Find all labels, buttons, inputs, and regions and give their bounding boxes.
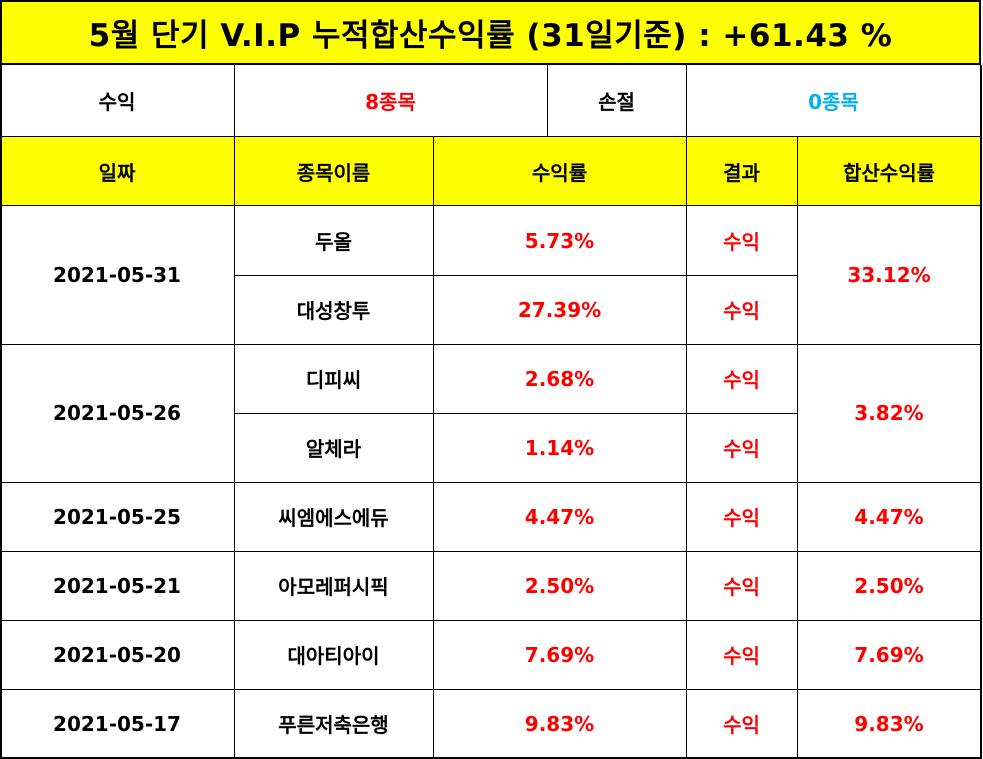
border-left [0,65,2,759]
row-total-return: 2.50% [854,573,924,598]
divider [234,413,797,414]
row-return-rate: 5.73% [524,228,595,253]
row-total-return: 9.83% [854,711,924,736]
divider [433,137,434,758]
row-result: 수익 [723,230,760,254]
row-return-rate: 7.69% [524,642,595,667]
row-result: 수익 [723,437,760,461]
row-total-return: 7.69% [854,642,924,667]
divider [547,65,548,137]
row-date: 2021-05-25 [53,504,181,529]
row-return-rate: 27.39% [517,297,602,322]
divider [0,620,982,621]
row-result: 수익 [723,713,760,737]
row-total-return: 33.12% [847,263,931,287]
row-date: 2021-05-31 [53,263,181,287]
row-result: 수익 [723,299,760,323]
page-title: 5월 단기 V.I.P 누적합산수익률 (31일기준) : +61.43 % [0,0,981,65]
row-result: 수익 [723,644,760,668]
row-return-rate: 2.68% [524,366,595,391]
row-return-rate: 9.83% [524,711,595,736]
divider [234,65,235,137]
divider [0,689,982,690]
row-stock-name: 디피씨 [305,368,362,392]
row-total-return: 4.47% [854,504,924,529]
header-result: 결과 [686,137,797,205]
row-stock-name: 씨엠에스에듀 [278,506,389,530]
header-date: 일짜 [0,137,234,205]
row-result: 수익 [723,506,760,530]
header-stock-name: 종목이름 [234,137,433,205]
row-stock-name: 푸른저축은행 [278,713,389,737]
divider [797,137,798,758]
divider [0,551,982,552]
divider [0,136,982,137]
divider [0,482,982,483]
divider [686,65,687,137]
summary-profit-label: 수익 [98,90,136,114]
summary-loss-label: 손절 [598,90,635,114]
summary-profit-value: 8종목 [365,90,416,114]
divider [686,137,687,758]
divider [234,137,235,758]
row-total-return: 3.82% [854,401,924,425]
row-return-rate: 4.47% [524,504,595,529]
row-return-rate: 2.50% [524,573,595,598]
row-stock-name: 대성창투 [296,299,371,323]
summary-loss-value: 0종목 [808,90,859,114]
row-result: 수익 [723,575,760,599]
border-bottom [0,757,982,759]
divider [234,275,797,276]
divider [0,344,982,345]
row-stock-name: 두올 [315,230,352,254]
row-stock-name: 대아티아이 [287,644,380,668]
row-stock-name: 알체라 [305,437,362,461]
header-return-rate: 수익률 [433,137,686,205]
row-date: 2021-05-21 [53,573,181,598]
row-date: 2021-05-20 [53,642,181,667]
row-return-rate: 1.14% [524,435,595,460]
row-stock-name: 아모레퍼시픽 [278,575,389,599]
row-result: 수익 [723,368,760,392]
header-total-return: 합산수익률 [797,137,981,205]
border-right [980,65,982,759]
row-date: 2021-05-17 [53,711,181,736]
divider [0,205,982,206]
row-date: 2021-05-26 [53,401,181,425]
